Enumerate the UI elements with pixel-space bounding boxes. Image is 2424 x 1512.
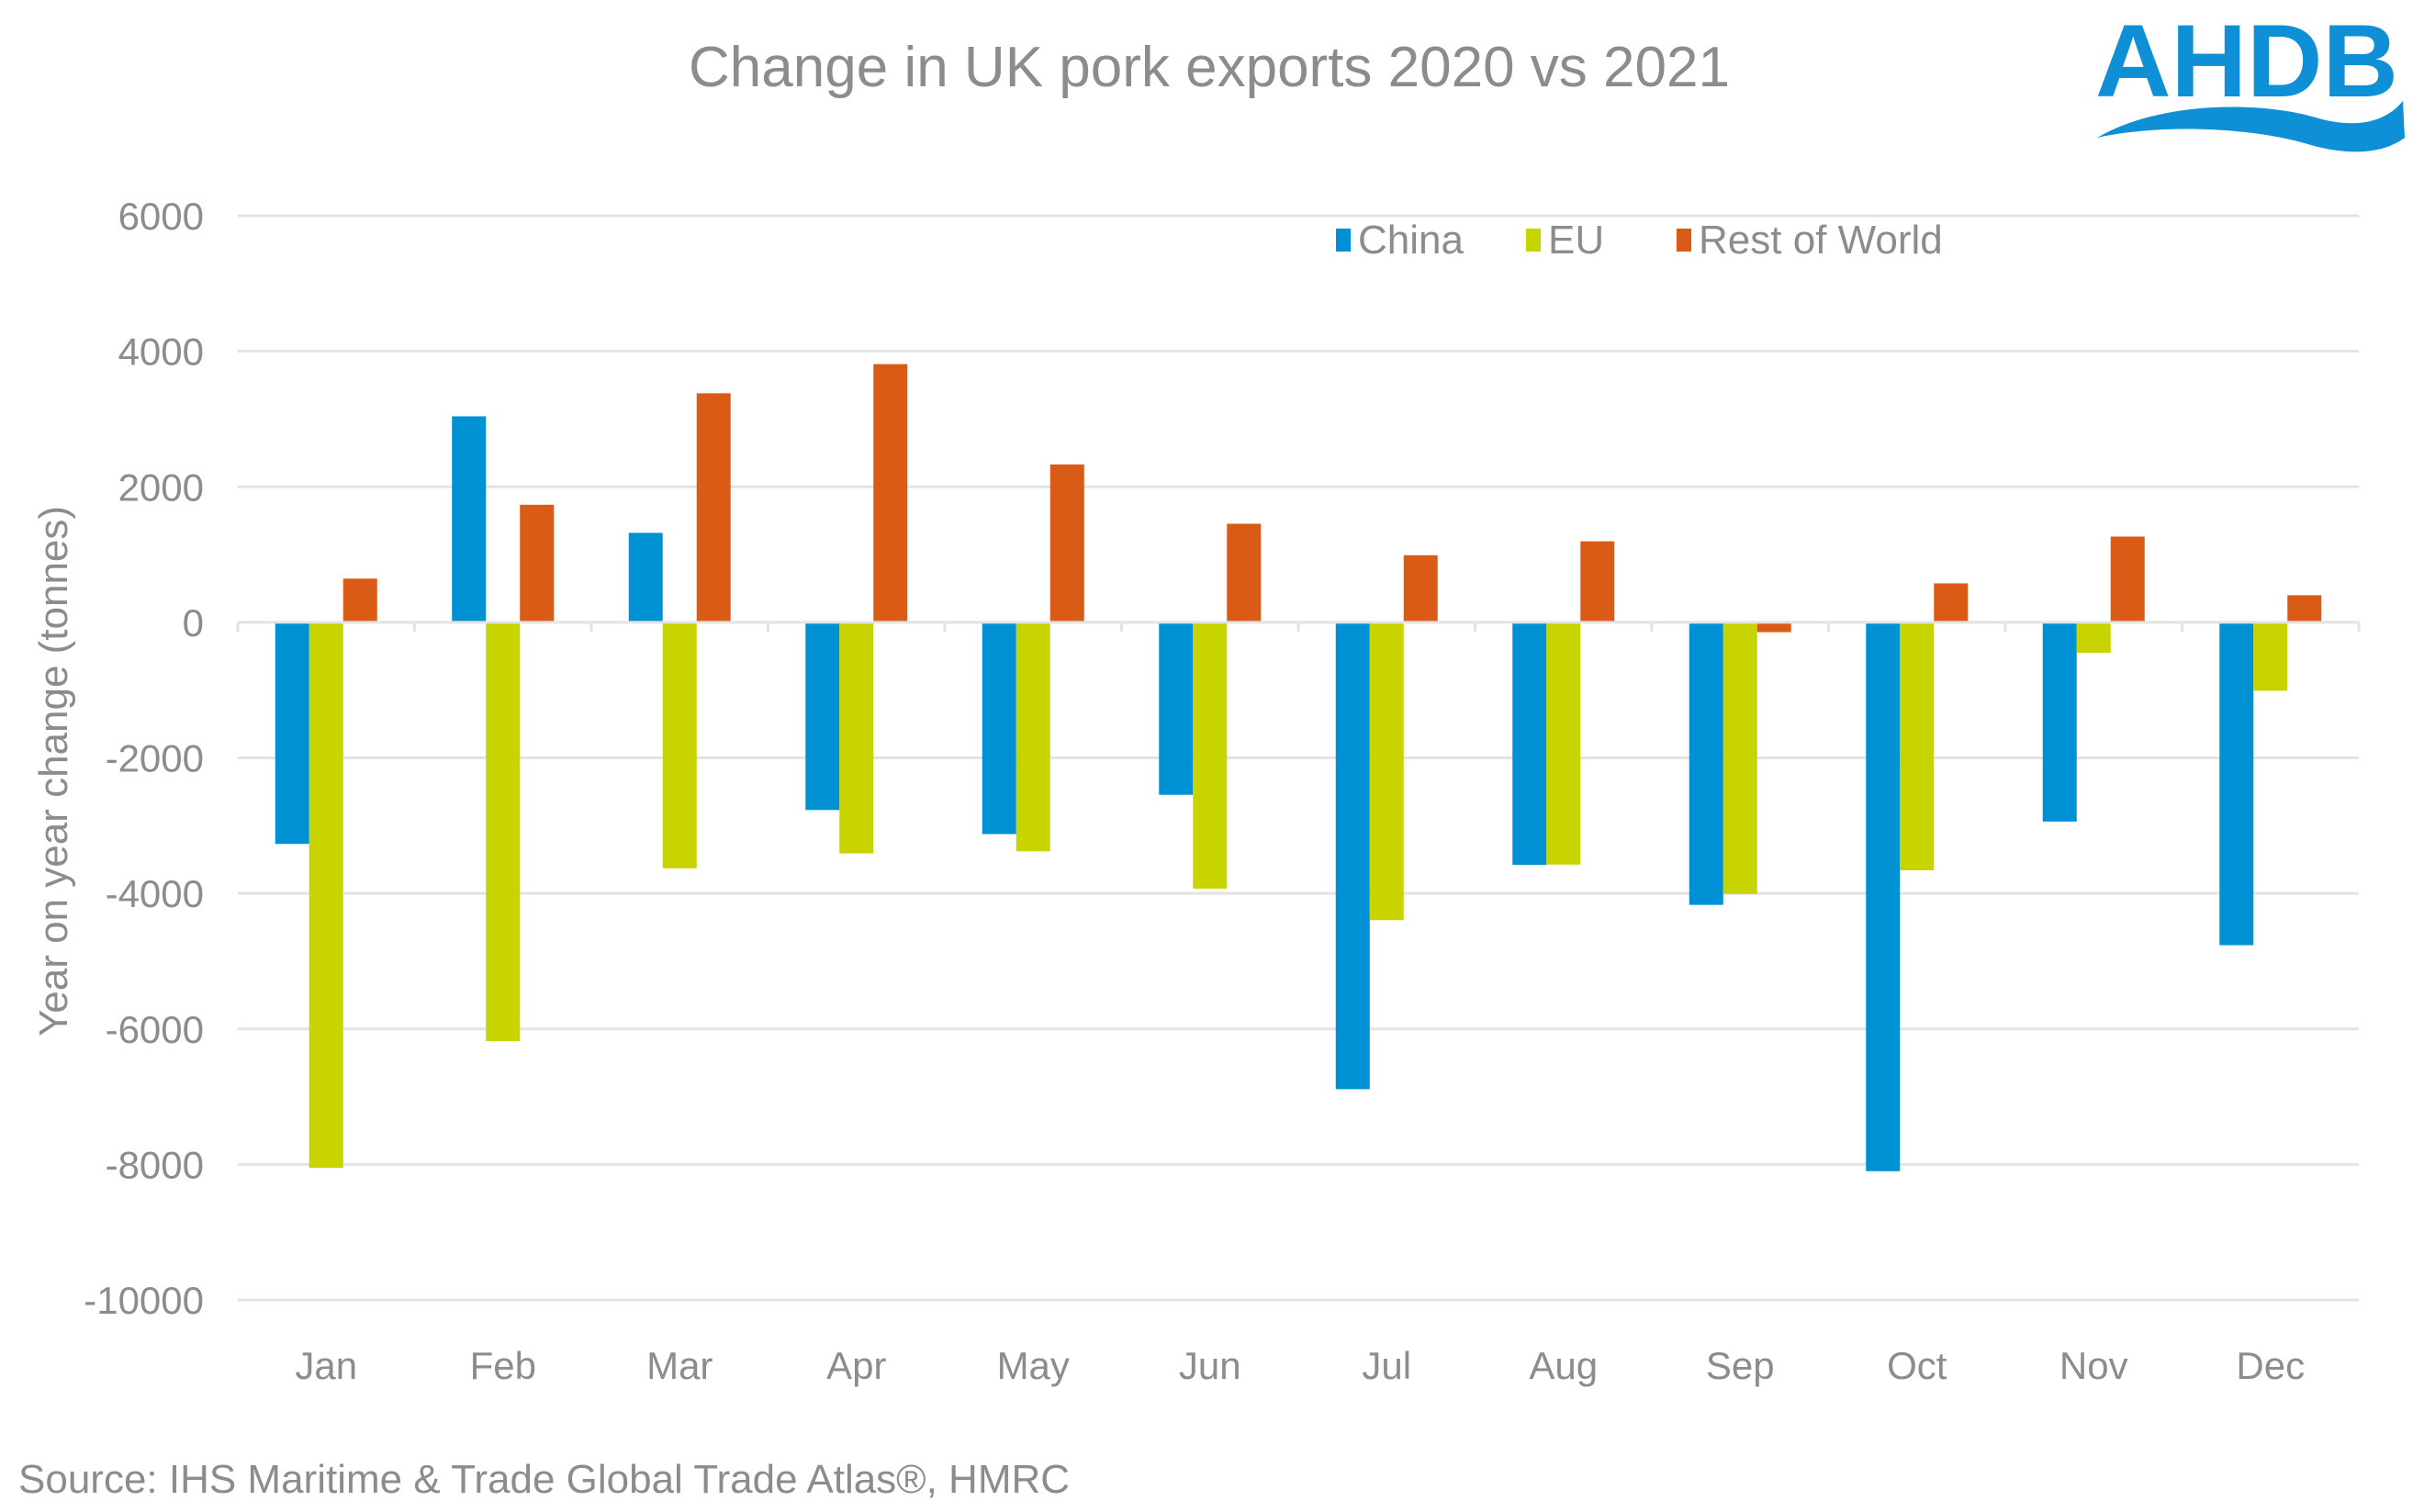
- bar-rest-of-world-feb: [520, 504, 555, 622]
- bar-china-nov: [2042, 622, 2077, 822]
- x-tick-label: Mar: [646, 1344, 713, 1387]
- legend-swatch-eu: [1526, 229, 1541, 252]
- bars: [275, 364, 2322, 1171]
- x-tick-label: Sep: [1706, 1344, 1775, 1387]
- y-tick-label: -2000: [106, 737, 204, 780]
- bar-eu-sep: [1723, 622, 1757, 894]
- bar-rest-of-world-aug: [1580, 541, 1615, 622]
- bar-china-mar: [628, 532, 663, 622]
- bar-rest-of-world-jun: [1227, 523, 1262, 622]
- bar-china-jun: [1159, 622, 1194, 795]
- source-note: Source: IHS Maritime & Trade Global Trad…: [18, 1457, 1070, 1502]
- x-tick-label: Feb: [470, 1344, 536, 1387]
- legend: China EU Rest of World: [1336, 218, 1943, 263]
- x-axis-ticks: Jan Feb Mar Apr May Jun Jul Aug Sep Oct Nov Dec: [295, 1344, 2305, 1387]
- x-tick-label: Jan: [295, 1344, 357, 1387]
- bar-china-oct: [1866, 622, 1901, 1171]
- bar-rest-of-world-nov: [2110, 536, 2145, 622]
- ahdb-logo: AHDB: [2077, 4, 2417, 156]
- y-tick-label: -10000: [84, 1279, 204, 1322]
- legend-label: Rest of World: [1699, 218, 1943, 263]
- y-tick-label: -4000: [106, 872, 204, 915]
- bar-china-may: [982, 622, 1016, 834]
- bar-eu-may: [1016, 622, 1050, 852]
- bar-china-dec: [2219, 622, 2254, 946]
- x-tick-label: May: [997, 1344, 1070, 1387]
- y-tick-label: -8000: [106, 1143, 204, 1186]
- bar-china-feb: [452, 416, 487, 622]
- bar-eu-oct: [1900, 622, 1935, 871]
- y-axis-title: Year on year change (tonnes): [31, 506, 76, 1036]
- legend-swatch-rest-of-world: [1677, 229, 1691, 252]
- bar-eu-aug: [1546, 622, 1581, 865]
- y-tick-label: 2000: [118, 465, 204, 509]
- chart-title: Change in UK pork exports 2020 vs 2021: [689, 36, 1730, 99]
- bar-rest-of-world-apr: [873, 364, 908, 622]
- y-tick-label: 0: [183, 601, 204, 644]
- legend-label: China: [1358, 218, 1464, 263]
- bar-eu-jun: [1193, 622, 1228, 889]
- x-tick-label: Jun: [1179, 1344, 1241, 1387]
- bar-eu-dec: [2253, 622, 2288, 691]
- y-tick-label: 4000: [118, 330, 204, 374]
- bar-rest-of-world-jul: [1403, 554, 1438, 622]
- x-tick-label: Nov: [2059, 1344, 2128, 1387]
- gridlines: [238, 214, 2359, 1302]
- legend-label: EU: [1548, 218, 1604, 263]
- bar-rest-of-world-sep: [1756, 622, 1791, 633]
- bar-china-jul: [1335, 622, 1370, 1090]
- bar-eu-mar: [662, 622, 697, 868]
- bar-china-apr: [805, 622, 840, 811]
- x-tick-label: Aug: [1529, 1344, 1598, 1387]
- bar-rest-of-world-dec: [2287, 595, 2322, 622]
- bar-eu-jul: [1369, 622, 1404, 921]
- bar-eu-feb: [486, 622, 521, 1042]
- x-tick-label: Dec: [2236, 1344, 2305, 1387]
- bar-eu-nov: [2076, 622, 2111, 654]
- bar-china-jan: [275, 622, 309, 845]
- bar-rest-of-world-oct: [1934, 583, 1969, 622]
- bar-china-sep: [1689, 622, 1723, 905]
- x-tick-label: Apr: [826, 1344, 886, 1387]
- x-tick-label: Jul: [1362, 1344, 1411, 1387]
- y-tick-label: -6000: [106, 1008, 204, 1051]
- x-tick-label: Oct: [1887, 1344, 1947, 1387]
- y-axis-ticks: 6000 4000 2000 0 -2000 -4000 -6000 -8000 -10000: [84, 195, 204, 1322]
- bar-eu-jan: [309, 622, 343, 1169]
- bar-eu-apr: [839, 622, 874, 854]
- logo-wave-icon: [2097, 101, 2405, 152]
- logo-text: AHDB: [2095, 9, 2398, 118]
- y-tick-label: 6000: [118, 195, 204, 238]
- bar-china-aug: [1512, 622, 1547, 866]
- legend-swatch-china: [1336, 229, 1351, 252]
- bar-rest-of-world-mar: [696, 393, 731, 622]
- bar-rest-of-world-may: [1049, 464, 1084, 622]
- x-axis: [236, 621, 2361, 632]
- bar-rest-of-world-jan: [342, 578, 377, 622]
